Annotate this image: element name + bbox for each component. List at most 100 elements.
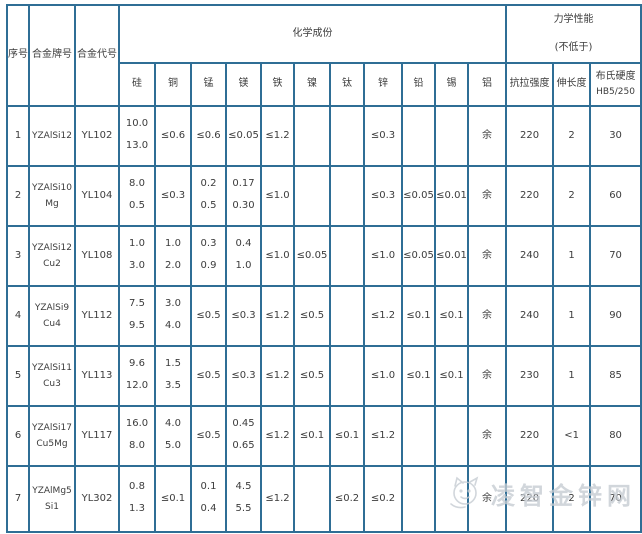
chem-value-cell: ≤0.5 xyxy=(190,405,227,467)
serial-cell: 7 xyxy=(6,465,30,533)
chem-value-cell: ≤0.1 xyxy=(154,465,192,533)
range-min-value: 0.8 xyxy=(129,481,145,492)
range-min-value: 16.0 xyxy=(125,418,149,429)
chem-value-cell: ≤0.1 xyxy=(434,345,469,407)
chem-value-cell: ≤0.05 xyxy=(401,225,436,287)
serial-cell: 5 xyxy=(6,345,30,407)
range-max-value: 4.0 xyxy=(165,319,181,331)
table-row: 5 YZAlSi11Cu3 YL113 9.6 12.0 1.5 3.5 ≤0.5 ≤0.3 ≤1… xyxy=(6,345,642,407)
table-row: 7 YZAlMg5Si1 YL302 0.8 1.3 ≤0.1 0.1 0.4 4.5 5.5 ≤1… xyxy=(6,465,642,533)
table-body: 1 YZAlSi12 YL102 10.0 13.0 ≤0.6 ≤0.6 ≤0.05 ≤1.2 ≤… xyxy=(6,105,642,533)
column-header-elongation: 伸长度 xyxy=(552,62,592,107)
chem-value-cell: ≤0.3 xyxy=(363,165,403,227)
serial-cell: 2 xyxy=(6,165,30,227)
range-min-value: 10.0 xyxy=(125,118,149,129)
hardness-cell: 80 xyxy=(589,405,642,467)
code-cell: YL102 xyxy=(74,105,120,167)
elongation-cell: 2 xyxy=(552,465,592,533)
range-min-value: 0.2 xyxy=(200,178,217,189)
chem-value-cell: ≤0.1 xyxy=(401,285,436,347)
column-group-mechanical-properties: 力学性能 (不低于) xyxy=(505,4,642,64)
table-row: 2 YZAlSi10Mg YL104 8.0 0.5 ≤0.3 0.2 0.5 0.17 0.30… xyxy=(6,165,642,227)
range-max-value: 0.4 xyxy=(200,502,217,514)
chem-value-cell xyxy=(401,105,436,167)
serial-cell: 6 xyxy=(6,405,30,467)
chem-value-cell: ≤0.1 xyxy=(329,405,365,467)
chem-value-cell: ≤1.2 xyxy=(260,285,295,347)
hardness-cell: 30 xyxy=(589,105,642,167)
grade-cell: YZAlSi12 xyxy=(28,105,76,167)
chem-value-cell: ≤0.3 xyxy=(363,105,403,167)
chem-value-cell: 4.5 5.5 xyxy=(225,465,262,533)
range-max-value: 13.0 xyxy=(125,139,149,151)
chem-value-cell xyxy=(329,225,365,287)
chem-value-cell: 16.0 8.0 xyxy=(118,405,156,467)
chem-value-cell: 10.0 13.0 xyxy=(118,105,156,167)
column-header-element: 铜 xyxy=(154,62,192,107)
chem-value-cell: 0.1 0.4 xyxy=(190,465,227,533)
serial-cell: 3 xyxy=(6,225,30,287)
column-header-element: 铅 xyxy=(401,62,436,107)
chem-value-cell: ≤1.2 xyxy=(363,285,403,347)
range-min-value: 0.4 xyxy=(235,238,252,249)
chem-value-cell: 0.45 0.65 xyxy=(225,405,262,467)
column-header-code: 合金代号 xyxy=(74,4,120,107)
grade-cell: YZAlSi12Cu2 xyxy=(28,225,76,287)
chem-value-cell: ≤0.05 xyxy=(293,225,331,287)
range-max-value: 0.9 xyxy=(200,259,217,271)
elongation-cell: 1 xyxy=(552,345,592,407)
chem-value-cell xyxy=(434,105,469,167)
chem-value-cell: ≤1.0 xyxy=(260,225,295,287)
chem-value-cell xyxy=(401,465,436,533)
chem-value-cell: ≤1.2 xyxy=(260,105,295,167)
chem-value-cell xyxy=(434,465,469,533)
chem-value-cell: 余 xyxy=(466,165,508,227)
chem-value-cell: ≤0.5 xyxy=(190,345,227,407)
elongation-cell: 1 xyxy=(552,225,592,287)
chem-value-cell: ≤1.2 xyxy=(260,345,295,407)
range-max-value: 5.0 xyxy=(165,439,181,451)
range-max-value: 9.5 xyxy=(129,319,145,331)
range-min-value: 8.0 xyxy=(129,178,145,189)
column-header-element: 锰 xyxy=(190,62,227,107)
chem-value-cell: ≤0.1 xyxy=(293,405,331,467)
code-cell: YL112 xyxy=(74,285,120,347)
code-cell: YL117 xyxy=(74,405,120,467)
chem-value-cell xyxy=(293,105,331,167)
column-header-element: 铝 xyxy=(466,62,508,107)
grade-cell: YZAlSi10Mg xyxy=(28,165,76,227)
chem-value-cell: 余 xyxy=(466,465,508,533)
elongation-cell: 2 xyxy=(552,105,592,167)
range-min-value: 7.5 xyxy=(129,298,145,309)
chem-value-cell: ≤0.1 xyxy=(434,285,469,347)
serial-cell: 4 xyxy=(6,285,30,347)
chem-value-cell xyxy=(401,405,436,467)
column-header-grade: 合金牌号 xyxy=(28,4,76,107)
chem-value-cell: 8.0 0.5 xyxy=(118,165,156,227)
range-max-value: 3.0 xyxy=(129,259,145,271)
chem-value-cell: 余 xyxy=(466,285,508,347)
column-header-element: 硅 xyxy=(118,62,156,107)
chem-value-cell: ≤0.1 xyxy=(401,345,436,407)
range-max-value: 12.0 xyxy=(125,379,149,391)
chem-value-cell xyxy=(293,165,331,227)
alloy-composition-table: 序号 合金牌号 合金代号 化学成份 力学性能 (不低于) 硅铜锰镁铁镍钛锌铅锡铝… xyxy=(6,4,642,533)
hardness-cell: 70 xyxy=(589,225,642,287)
table-row: 3 YZAlSi12Cu2 YL108 1.0 3.0 1.0 2.0 0.3 0.9 0.4 1.… xyxy=(6,225,642,287)
grade-cell: YZAlSi11Cu3 xyxy=(28,345,76,407)
column-header-serial: 序号 xyxy=(6,4,30,107)
elongation-cell: <1 xyxy=(552,405,592,467)
table-row: 6 YZAlSi17Cu5Mg YL117 16.0 8.0 4.0 5.0 ≤0.5 0.45… xyxy=(6,405,642,467)
column-header-element: 钛 xyxy=(329,62,365,107)
chem-value-cell: ≤0.6 xyxy=(154,105,192,167)
chem-value-cell xyxy=(329,285,365,347)
elongation-cell: 1 xyxy=(552,285,592,347)
range-min-value: 1.0 xyxy=(129,238,145,249)
chem-value-cell: ≤0.05 xyxy=(401,165,436,227)
column-header-element: 铁 xyxy=(260,62,295,107)
tensile-strength-cell: 240 xyxy=(505,225,555,287)
chem-value-cell: 0.3 0.9 xyxy=(190,225,227,287)
column-group-chemical-composition: 化学成份 xyxy=(117,4,508,64)
chem-value-cell: 1.0 3.0 xyxy=(118,225,156,287)
range-max-value: 0.5 xyxy=(129,199,145,211)
